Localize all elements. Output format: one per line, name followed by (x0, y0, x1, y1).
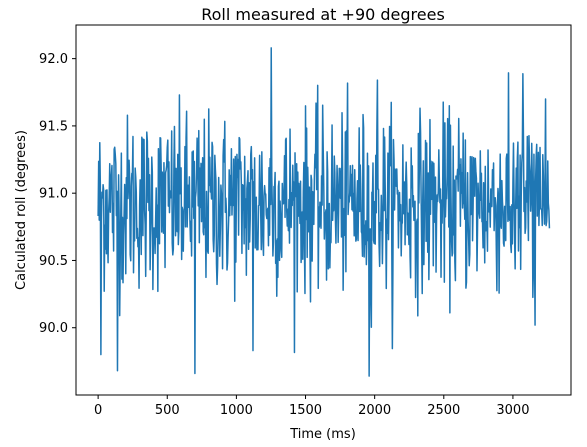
x-tick-label: 3000 (496, 403, 529, 418)
x-tick-label: 0 (94, 403, 102, 418)
y-tick-label: 92.0 (39, 52, 68, 67)
y-tick-label: 90.5 (39, 254, 68, 269)
y-tick-label: 90.0 (39, 321, 68, 336)
y-axis: 90.0 90.5 91.0 91.5 92.0 (39, 52, 76, 336)
x-tick-label: 500 (155, 403, 180, 418)
y-tick-label: 91.0 (39, 187, 68, 202)
y-tick-label: 91.5 (39, 119, 68, 134)
series-line (97, 47, 551, 377)
series-layer (97, 47, 551, 377)
y-axis-title: Calculated roll (degrees) (14, 130, 29, 290)
x-axis: 0 500 1000 1500 2000 2500 3000 (94, 395, 529, 418)
plot-frame (75, 24, 572, 396)
chart-title: Roll measured at +90 degrees (201, 5, 445, 24)
x-tick-label: 2500 (427, 403, 460, 418)
x-tick-label: 1000 (220, 403, 253, 418)
x-axis-title: Time (ms) (289, 427, 356, 442)
plot-area (75, 24, 572, 396)
x-tick-label: 2000 (358, 403, 391, 418)
x-tick-label: 1500 (289, 403, 322, 418)
